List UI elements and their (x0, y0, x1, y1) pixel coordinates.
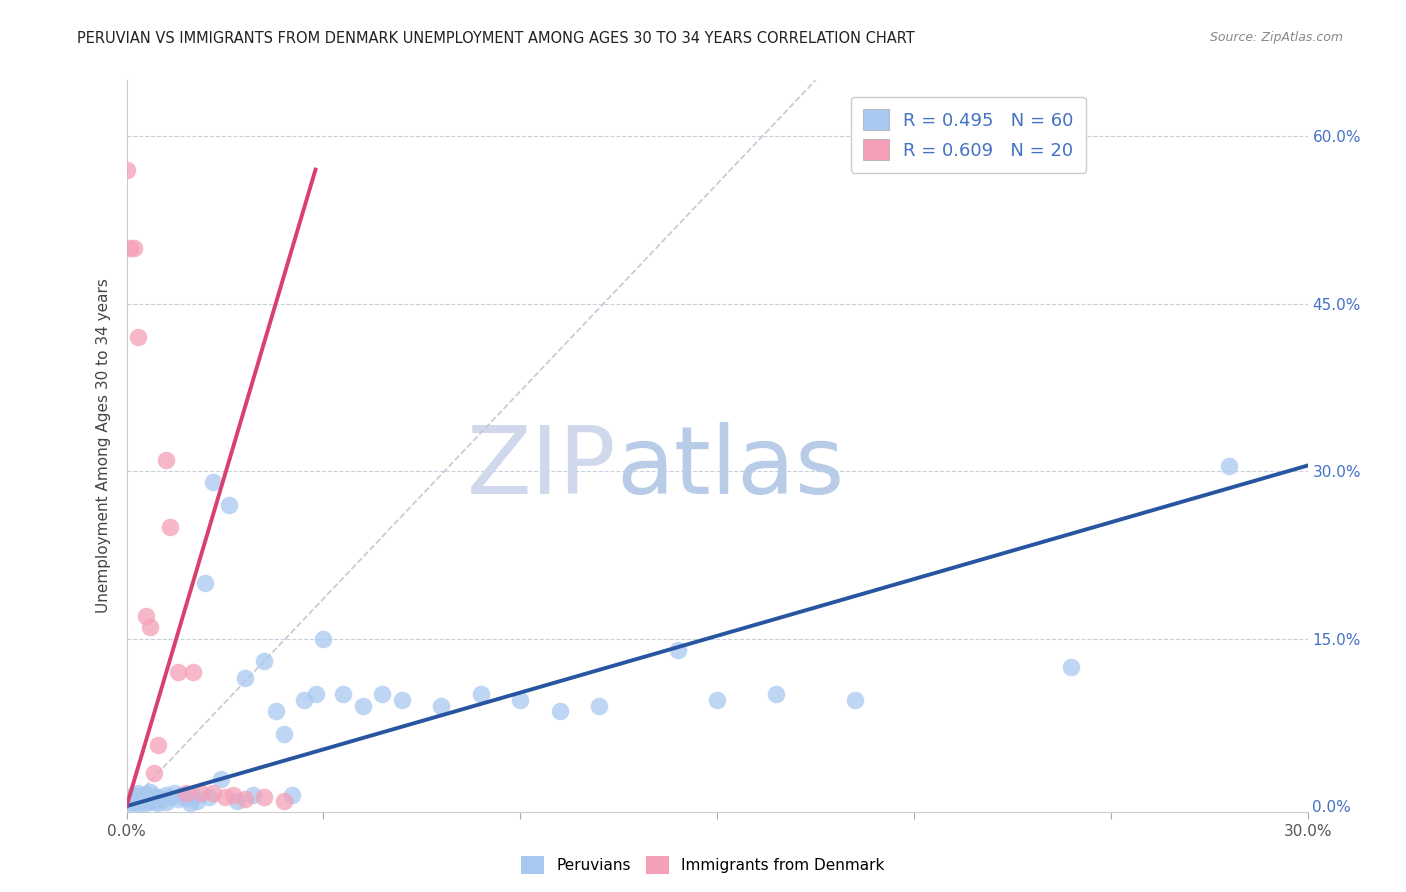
Point (1060, 659, 1083, 673)
Point (253, 654, 276, 668)
Point (233, 671, 256, 685)
Point (281, 788, 304, 802)
Point (174, 791, 197, 805)
Point (509, 693, 531, 707)
Point (186, 793, 208, 807)
Point (470, 688, 492, 702)
Point (139, 793, 162, 807)
Point (120, 241, 142, 255)
Point (135, 787, 157, 801)
Point (159, 520, 181, 534)
Text: PERUVIAN VS IMMIGRANTS FROM DENMARK UNEMPLOYMENT AMONG AGES 30 TO 34 YEARS CORRE: PERUVIAN VS IMMIGRANTS FROM DENMARK UNEM… (77, 31, 915, 46)
Point (131, 795, 153, 809)
Point (146, 738, 169, 752)
Point (155, 453, 177, 467)
Point (312, 632, 335, 646)
Point (588, 698, 610, 713)
Point (765, 688, 787, 702)
Point (190, 786, 212, 800)
Y-axis label: Unemployment Among Ages 30 to 34 years: Unemployment Among Ages 30 to 34 years (96, 278, 111, 614)
Point (264, 704, 287, 718)
Point (844, 693, 866, 707)
Point (143, 765, 166, 780)
Point (135, 796, 157, 810)
Text: atlas: atlas (617, 422, 845, 514)
Point (194, 575, 217, 590)
Point (139, 784, 162, 798)
Point (1218, 458, 1240, 473)
Point (371, 688, 394, 702)
Point (183, 665, 205, 680)
Point (143, 795, 166, 809)
Legend: Peruvians, Immigrants from Denmark: Peruvians, Immigrants from Denmark (515, 850, 891, 880)
Point (159, 790, 181, 805)
Point (166, 792, 188, 806)
Point (163, 786, 186, 800)
Point (150, 792, 173, 806)
Point (430, 698, 453, 713)
Point (225, 793, 247, 807)
Point (146, 790, 169, 805)
Point (273, 726, 295, 740)
Point (332, 688, 354, 702)
Point (124, 788, 146, 802)
Point (391, 693, 413, 707)
Point (214, 790, 236, 805)
Point (120, 790, 142, 805)
Point (242, 788, 264, 802)
Point (124, 795, 146, 809)
Point (120, 796, 142, 810)
Point (706, 693, 728, 707)
Point (233, 792, 256, 806)
Point (166, 665, 188, 680)
Point (115, 793, 138, 807)
Point (222, 788, 245, 802)
Point (183, 789, 205, 803)
Point (139, 620, 162, 634)
Point (155, 795, 177, 809)
Point (115, 162, 138, 177)
Point (304, 688, 326, 702)
Point (127, 330, 149, 344)
Point (292, 693, 315, 707)
Point (253, 790, 276, 805)
Point (202, 475, 225, 490)
Point (174, 786, 197, 800)
Point (135, 609, 157, 624)
Point (218, 498, 240, 512)
Point (179, 796, 201, 810)
Point (127, 797, 149, 811)
Point (127, 792, 149, 806)
Point (202, 786, 225, 800)
Point (131, 789, 153, 803)
Point (209, 772, 232, 787)
Text: ZIP: ZIP (467, 422, 617, 514)
Legend: R = 0.495   N = 60, R = 0.609   N = 20: R = 0.495 N = 60, R = 0.609 N = 20 (851, 96, 1085, 173)
Point (273, 793, 295, 807)
Point (124, 241, 146, 255)
Point (143, 789, 166, 803)
Text: Source: ZipAtlas.com: Source: ZipAtlas.com (1209, 31, 1343, 45)
Point (127, 786, 149, 800)
Point (155, 788, 177, 802)
Point (170, 788, 193, 802)
Point (135, 791, 157, 805)
Point (146, 796, 169, 810)
Point (548, 704, 571, 718)
Point (198, 790, 221, 805)
Point (666, 642, 689, 657)
Point (352, 698, 374, 713)
